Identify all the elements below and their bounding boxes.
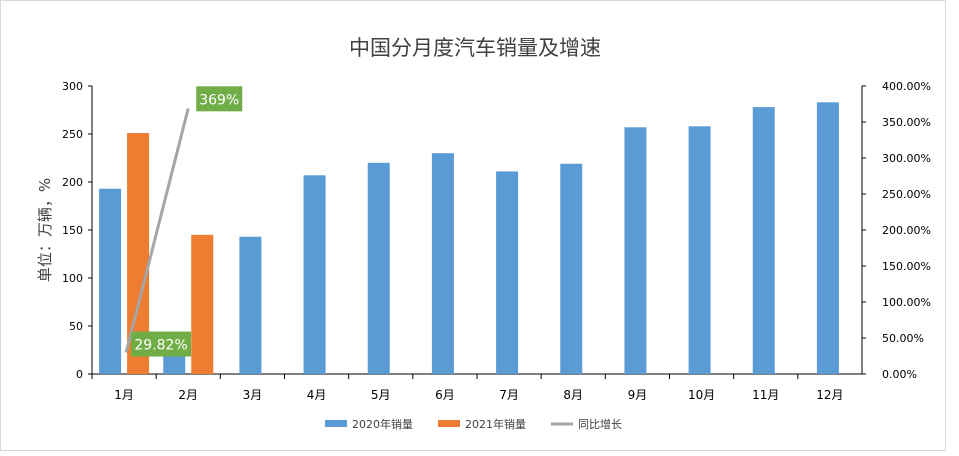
data-label-box (196, 86, 243, 112)
y2-tick-label: 250.00% (882, 188, 931, 201)
data-label: 369% (199, 92, 239, 108)
axes: 0 50 100 150 200 250 300 0.00% 50.00% 100.00% 150.… (62, 80, 931, 402)
y-axis-label: 单位：万辆，% (36, 178, 54, 282)
bar-2020年销量-7月 (496, 171, 519, 374)
y-tick-label: 250 (62, 128, 83, 141)
legend-swatch (438, 420, 460, 427)
x-tick-label: 10月 (688, 388, 715, 402)
bar-2020年销量-4月 (303, 175, 326, 374)
data-label: 29.82% (134, 338, 187, 354)
line-同比增长 (124, 107, 190, 353)
bars (99, 102, 839, 375)
bar-2020年销量-1月 (99, 188, 122, 374)
bar-2020年销量-8月 (560, 163, 583, 374)
y2-tick-label: 50.00% (882, 332, 924, 345)
legend-label: 2020年销量 (352, 417, 413, 431)
legend-item: 2020年销量 (325, 417, 413, 431)
bar-2020年销量-6月 (431, 153, 454, 374)
y-tick-label: 50 (69, 320, 83, 333)
x-tick-label: 7月 (499, 388, 519, 402)
y-tick-label: 0 (76, 368, 83, 381)
y-tick-label: 200 (62, 176, 83, 189)
y2-tick-label: 200.00% (882, 224, 931, 237)
data-label-box (131, 331, 192, 357)
x-tick-label: 9月 (628, 388, 648, 402)
growth-line (124, 107, 190, 353)
bar-2021年销量-1月 (127, 133, 150, 374)
x-tick-label: 4月 (307, 388, 327, 402)
x-tick-label: 6月 (435, 388, 455, 402)
x-tick-label: 8月 (563, 388, 583, 402)
legend-label: 同比增长 (578, 417, 622, 431)
legend-label: 2021年销量 (465, 417, 526, 431)
bar-2020年销量-11月 (752, 107, 775, 375)
x-tick-label: 11月 (752, 388, 779, 402)
data-labels: 29.82% 369% (131, 86, 243, 357)
bar-2020年销量-12月 (816, 102, 839, 374)
bar-2020年销量-3月 (239, 236, 262, 374)
bar-2020年销量-10月 (688, 126, 711, 374)
y2-tick-label: 0.00% (882, 368, 917, 381)
y-tick-label: 300 (62, 80, 83, 93)
chart-title: 中国分月度汽车销量及增速 (349, 36, 601, 60)
y-tick-label: 100 (62, 272, 83, 285)
bar-2020年销量-5月 (367, 162, 390, 374)
y2-tick-label: 100.00% (882, 296, 931, 309)
y-tick-label: 150 (62, 224, 83, 237)
y2-tick-label: 400.00% (882, 80, 931, 93)
y2-tick-label: 300.00% (882, 152, 931, 165)
legend-item: 同比增长 (551, 417, 622, 431)
x-tick-label: 1月 (114, 388, 134, 402)
x-tick-label: 5月 (371, 388, 391, 402)
legend-swatch (325, 420, 347, 427)
bar-2020年销量-9月 (624, 127, 647, 374)
y2-tick-label: 150.00% (882, 260, 931, 273)
legend-item: 2021年销量 (438, 417, 526, 431)
x-tick-label: 3月 (243, 388, 263, 402)
x-tick-label: 2月 (178, 388, 198, 402)
chart-border (0, 0, 946, 451)
legend: 2020年销量 2021年销量 同比增长 (325, 417, 622, 431)
bar-2021年销量-2月 (191, 234, 214, 374)
x-tick-label: 12月 (816, 388, 843, 402)
y2-tick-label: 350.00% (882, 116, 931, 129)
